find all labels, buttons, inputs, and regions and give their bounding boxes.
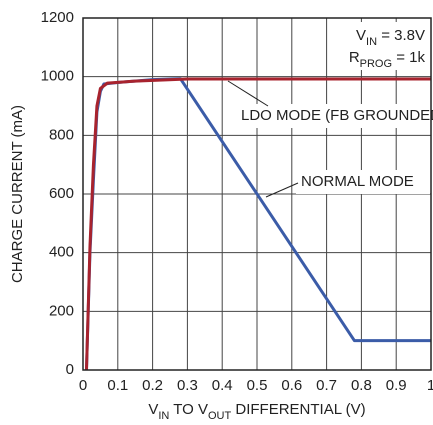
annotation-part: V bbox=[356, 27, 366, 44]
series-label: LDO MODE (FB GROUNDED) bbox=[241, 107, 433, 124]
y-tick-label: 200 bbox=[49, 302, 74, 319]
x-tick-label: 0.3 bbox=[177, 377, 198, 394]
annotation-part: = 3.8V bbox=[377, 27, 425, 44]
x-axis-label-part: IN bbox=[158, 410, 169, 422]
annotation-part: R bbox=[349, 49, 360, 66]
leader-line bbox=[265, 182, 299, 198]
x-tick-label: 0.8 bbox=[351, 377, 372, 394]
annotation: RPROG = 1k bbox=[349, 49, 426, 70]
x-tick-label: 0.4 bbox=[212, 377, 233, 394]
x-tick-label: 0.7 bbox=[316, 377, 337, 394]
x-tick-label: 1 bbox=[427, 377, 433, 394]
x-axis-label-part: TO V bbox=[169, 401, 208, 418]
x-axis-label-part: DIFFERENTIAL (V) bbox=[231, 401, 365, 418]
y-tick-label: 800 bbox=[49, 126, 74, 143]
x-tick-label: 0.1 bbox=[107, 377, 128, 394]
y-tick-label: 0 bbox=[66, 361, 74, 378]
y-axis-label: CHARGE CURRENT (mA) bbox=[9, 105, 26, 283]
x-tick-label: 0.2 bbox=[142, 377, 163, 394]
annotation: VIN = 3.8V bbox=[356, 27, 425, 48]
series-line bbox=[84, 77, 431, 371]
x-axis-label: VIN TO VOUT DIFFERENTIAL (V) bbox=[148, 401, 365, 422]
y-tick-label: 1200 bbox=[41, 9, 74, 26]
annotation-part: = 1k bbox=[392, 49, 425, 66]
series-label: NORMAL MODE bbox=[301, 173, 414, 190]
annotation-background bbox=[238, 104, 430, 128]
x-axis-label-part: OUT bbox=[208, 410, 232, 422]
x-tick-label: 0 bbox=[79, 377, 87, 394]
x-tick-label: 0.6 bbox=[281, 377, 302, 394]
annotation-background bbox=[296, 170, 430, 194]
annotation-part: IN bbox=[366, 36, 377, 48]
x-tick-label: 0.9 bbox=[386, 377, 407, 394]
x-tick-label: 0.5 bbox=[247, 377, 268, 394]
x-axis-label-part: V bbox=[148, 401, 158, 418]
y-tick-label: 1000 bbox=[41, 68, 74, 85]
leader-line bbox=[227, 80, 269, 107]
y-tick-label: 600 bbox=[49, 185, 74, 202]
y-tick-label: 400 bbox=[49, 244, 74, 261]
annotation-background bbox=[330, 22, 428, 70]
annotation-part: PROG bbox=[360, 58, 392, 70]
plot-frame bbox=[82, 17, 432, 371]
